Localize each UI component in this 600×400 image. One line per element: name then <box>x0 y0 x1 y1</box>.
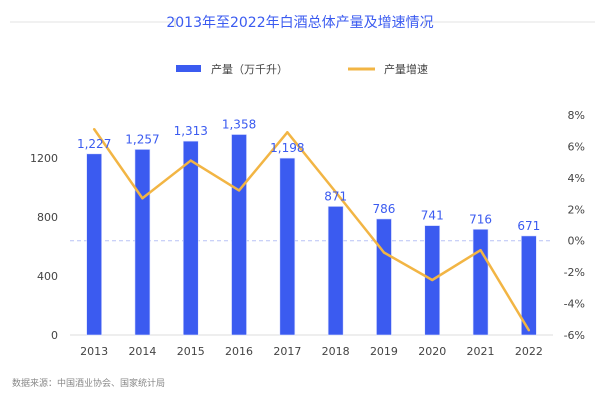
growth-point <box>479 248 482 252</box>
right-tick-label: -6% <box>564 329 585 342</box>
chart-title: 2013年至2022年白酒总体产量及增速情况 <box>166 15 433 31</box>
left-tick-label: 0 <box>51 329 58 342</box>
x-tick-label: 2022 <box>515 345 543 358</box>
bar-data-label: 1,198 <box>270 141 304 155</box>
bar <box>279 157 296 336</box>
right-tick-label: 4% <box>568 172 585 185</box>
bar-data-label: 871 <box>324 189 347 203</box>
x-tick-label: 2021 <box>467 345 495 358</box>
growth-point <box>92 127 96 131</box>
bar <box>327 206 344 336</box>
growth-point <box>141 197 144 200</box>
growth-point <box>286 131 289 134</box>
x-tick-label: 2014 <box>128 345 156 358</box>
bar-data-label: 1,257 <box>125 132 159 146</box>
bar <box>134 149 151 336</box>
growth-point <box>189 159 192 162</box>
bar-data-label: 1,313 <box>174 124 208 138</box>
left-tick-label: 1200 <box>30 152 58 165</box>
right-tick-label: 0% <box>568 235 585 248</box>
legend-label-production: 产量（万千升） <box>211 62 288 76</box>
bar <box>376 218 392 336</box>
x-tick-label: 2018 <box>322 345 350 358</box>
left-tick-label: 400 <box>37 270 58 283</box>
bar <box>182 140 199 336</box>
x-tick-label: 2020 <box>418 345 446 358</box>
right-tick-label: 6% <box>568 140 585 153</box>
bar-data-label: 786 <box>372 202 395 216</box>
growth-point <box>334 190 337 194</box>
bar-data-label: 1,358 <box>222 117 256 131</box>
right-tick-label: -4% <box>564 298 585 311</box>
right-tick-label: 2% <box>568 203 585 216</box>
x-tick-label: 2015 <box>177 345 205 358</box>
bar <box>521 235 537 336</box>
right-tick-label: 8% <box>568 109 585 122</box>
bar <box>86 153 102 336</box>
legend-label-growth: 产量增速 <box>384 62 428 76</box>
growth-point <box>237 189 241 192</box>
bar-data-label: 716 <box>469 212 492 226</box>
growth-line <box>93 128 530 331</box>
growth-point <box>382 251 386 254</box>
x-tick-label: 2016 <box>225 345 253 358</box>
bar-data-label: 671 <box>517 219 540 233</box>
x-tick-label: 2013 <box>80 345 108 358</box>
source-note: 数据来源：中国酒业协会、国家统计局 <box>12 377 165 389</box>
x-tick-label: 2017 <box>273 345 301 358</box>
bar-data-label: 741 <box>421 209 444 223</box>
legend-swatch-production <box>176 65 201 72</box>
right-tick-label: -2% <box>564 266 585 279</box>
left-tick-label: 800 <box>37 211 58 224</box>
bar <box>231 134 247 336</box>
x-tick-label: 2019 <box>370 345 398 358</box>
bar <box>472 228 489 336</box>
growth-point <box>431 278 434 282</box>
growth-point <box>527 329 531 332</box>
bar-data-label: 1,227 <box>77 137 111 151</box>
